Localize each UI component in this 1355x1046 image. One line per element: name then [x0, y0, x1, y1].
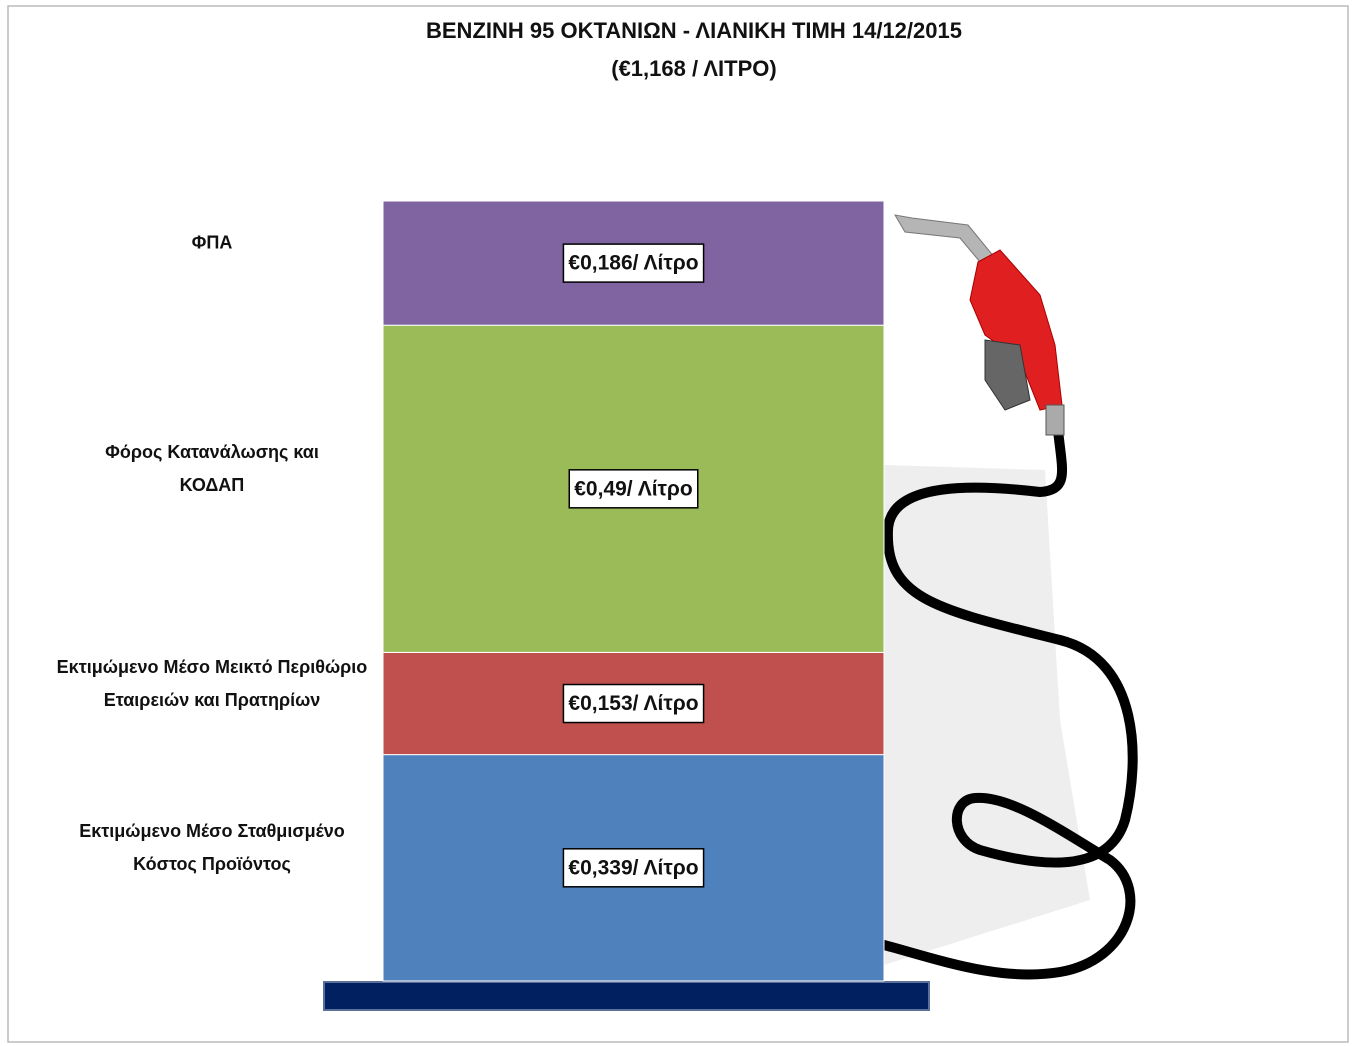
base — [323, 981, 930, 1011]
category-label: Φόρος Κατανάλωσης και ΚΟΔΑΠ — [105, 441, 319, 495]
category-label: Εκτιμώμενο Μέσο Μεικτό Περιθώριο Εταιρει… — [56, 656, 368, 710]
hose — [879, 425, 1138, 980]
category-label: Εκτιμώμενο Μέσο Σταθμισμένο Κόστος Προϊό… — [79, 820, 345, 874]
value-label-box — [562, 683, 705, 724]
collar — [1045, 404, 1065, 436]
value-label-box — [562, 243, 705, 283]
value-label-box — [562, 848, 705, 888]
chart-title: ΒΕΝΖΙΝΗ 95 ΟΚΤΑΝΙΩΝ - ΛΙΑΝΙΚΗ ΤΙΜΗ 14/12… — [426, 18, 962, 43]
spout — [894, 214, 996, 269]
frame — [7, 5, 1349, 1043]
category-label: ΦΠΑ — [191, 232, 233, 253]
trigger — [984, 339, 1031, 411]
shadow — [884, 465, 1090, 965]
value-label: €0,49/ Λίτρο — [574, 477, 692, 500]
fuel-nozzle — [879, 214, 1138, 980]
chart-subtitle: (€1,168 / ΛΙΤΡΟ) — [611, 56, 776, 81]
value-label: €0,153/ Λίτρο — [568, 692, 698, 715]
value-label: €0,186/ Λίτρο — [568, 252, 698, 275]
value-label-box — [568, 469, 699, 509]
value-label: €0,339/ Λίτρο — [568, 856, 698, 879]
